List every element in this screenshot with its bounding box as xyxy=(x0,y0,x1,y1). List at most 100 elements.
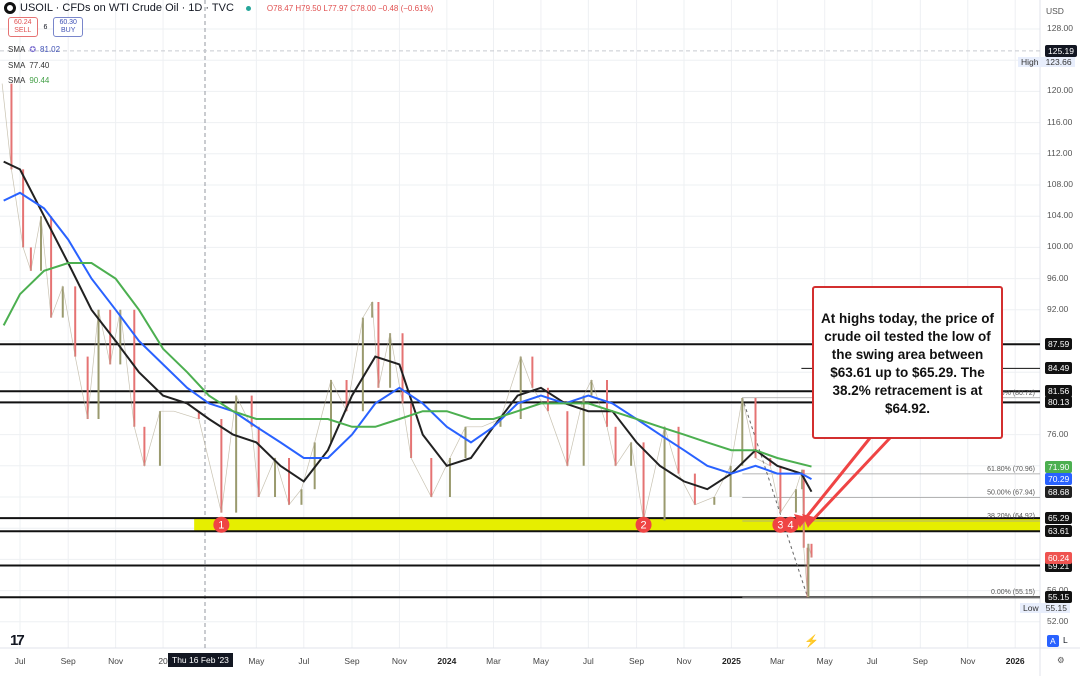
x-tick-label: May xyxy=(248,656,265,666)
buy-button[interactable]: 60.30 BUY xyxy=(53,17,83,37)
x-tick-label: Nov xyxy=(676,656,692,666)
sell-price: 60.24 xyxy=(14,19,32,26)
y-tick-label: 92.00 xyxy=(1047,303,1069,314)
zone-low-label: 63.61 xyxy=(1045,525,1073,538)
sma-price-label: 68.68 xyxy=(1045,485,1073,498)
annotation-arrow xyxy=(798,437,872,526)
sma-price-label: 71.90 xyxy=(1045,460,1073,473)
x-tick-label: 20 xyxy=(158,656,168,666)
x-tick-label: Jul xyxy=(866,656,878,666)
fib-level-label: 50.00% (67.94) xyxy=(987,489,1035,496)
y-tick-label: 128.00 xyxy=(1047,23,1073,33)
settings-icon[interactable]: ⚙ xyxy=(1057,655,1065,665)
annotation-arrow xyxy=(806,436,892,527)
indicator-sma-3[interactable]: SMA 90.44 xyxy=(8,76,49,85)
y-tick-label: 108.00 xyxy=(1047,179,1073,189)
sma-line xyxy=(3,160,813,493)
indicator-value: 77.40 xyxy=(29,61,50,70)
fib-level-label: 100% (80.72) xyxy=(993,390,1035,397)
marker-circle xyxy=(635,516,652,533)
event-icon: ⚡ xyxy=(804,634,819,648)
crosshair-date-label: Thu 16 Feb '23 xyxy=(168,653,233,667)
x-tick-label: Jul xyxy=(298,656,310,666)
price-line xyxy=(1,83,812,598)
marker-label: 1 xyxy=(218,520,224,532)
x-tick-label: Mar xyxy=(769,656,785,666)
marker-label: 4 xyxy=(787,520,793,532)
indicator-value: 90.44 xyxy=(29,76,50,85)
fib-level-label: 38.20% (64.92) xyxy=(987,513,1035,520)
y-tick-label: 52.00 xyxy=(1047,615,1069,626)
y-tick-label: 116.00 xyxy=(1047,116,1073,127)
swing-marker: 4 xyxy=(782,516,799,533)
symbol-title[interactable]: USOIL · CFDs on WTI Crude Oil · 1D · TVC xyxy=(20,2,234,14)
spread: 6 xyxy=(43,23,48,31)
indicator-value: 81.02 xyxy=(40,45,61,54)
x-tick-label: May xyxy=(532,656,549,666)
auto-scale-button[interactable]: A xyxy=(1047,635,1059,647)
fib-level-label: 0.00% (55.15) xyxy=(991,589,1035,596)
x-tick-label: Sep xyxy=(60,656,76,666)
indicator-name: SMA xyxy=(8,61,26,70)
fib-level-label: 61.80% (70.96) xyxy=(987,466,1035,473)
y-tick-label: 104.00 xyxy=(1047,210,1073,221)
x-tick-label: Nov xyxy=(960,656,976,666)
indicator-sma-2[interactable]: SMA 77.40 xyxy=(8,61,49,70)
x-tick-label: Nov xyxy=(108,656,124,666)
log-scale-button[interactable]: L xyxy=(1063,635,1068,645)
low-marker: Low 55.15 xyxy=(1020,603,1070,614)
x-tick-label: May xyxy=(816,656,833,666)
market-open-icon xyxy=(245,5,251,11)
x-tick-label: Jul xyxy=(14,656,26,666)
x-tick-label: Sep xyxy=(344,656,360,666)
sell-label: SELL xyxy=(14,27,32,34)
sma-line xyxy=(2,262,812,468)
trade-buttons: 60.24 SELL 6 60.30 BUY xyxy=(8,17,83,37)
sell-button[interactable]: 60.24 SELL xyxy=(8,17,38,37)
x-tick-label: Sep xyxy=(912,656,928,666)
buy-label: BUY xyxy=(61,27,76,34)
marker-circle xyxy=(782,516,799,533)
x-tick-label: 2026 xyxy=(1005,656,1025,666)
y-tick-label: 56.00 xyxy=(1047,584,1069,595)
y-tick-label: 100.00 xyxy=(1047,241,1073,252)
loading-icon: ✪ xyxy=(29,45,37,54)
sma-line xyxy=(3,191,812,481)
support-zone xyxy=(194,518,1040,532)
indicator-name: SMA xyxy=(8,45,26,54)
y-tick-label: 76.00 xyxy=(1047,428,1069,439)
annotation-callout[interactable]: At highs today, the price of crude oil t… xyxy=(812,286,1003,439)
y-tick-label: 120.00 xyxy=(1047,85,1073,96)
marker-circle xyxy=(213,516,230,533)
y-tick-label: 96.00 xyxy=(1047,272,1069,283)
zone-high-label: 65.29 xyxy=(1045,512,1073,525)
currency-selector[interactable]: USD xyxy=(1046,6,1064,16)
indicator-name: SMA xyxy=(8,76,26,85)
marker-label: 3 xyxy=(777,520,783,532)
x-tick-label: Jul xyxy=(582,656,594,666)
level-price-label: 84.49 xyxy=(1045,362,1073,375)
x-tick-label: Sep xyxy=(628,656,645,666)
x-tick-label: 2024 xyxy=(437,656,457,666)
swing-marker: 1 xyxy=(213,516,230,533)
buy-price: 60.30 xyxy=(59,19,77,26)
x-tick-label: Nov xyxy=(391,656,407,666)
sma-price-label: 70.29 xyxy=(1045,473,1073,486)
level-price-label: 81.56 xyxy=(1045,385,1073,398)
x-tick-label: 2025 xyxy=(721,656,741,666)
high-marker: High 123.66 xyxy=(1018,56,1075,67)
indicator-sma-1[interactable]: SMA ✪ 81.02 xyxy=(8,45,60,54)
arrow-head-icon xyxy=(802,514,814,528)
crosshair-price-label: 125.19 xyxy=(1045,44,1077,57)
marker-label: 2 xyxy=(640,520,646,532)
level-price-label: 55.15 xyxy=(1045,591,1073,604)
current-price-label: 60.24 xyxy=(1045,551,1073,564)
fib-trend-line xyxy=(741,397,809,598)
level-price-label: 80.13 xyxy=(1045,396,1073,409)
tradingview-logo[interactable]: 17 xyxy=(10,632,25,649)
x-tick-label: Mar xyxy=(486,656,501,666)
arrow-head-icon xyxy=(794,514,806,528)
y-tick-label: 112.00 xyxy=(1047,147,1073,158)
symbol-logo-icon xyxy=(4,2,16,14)
